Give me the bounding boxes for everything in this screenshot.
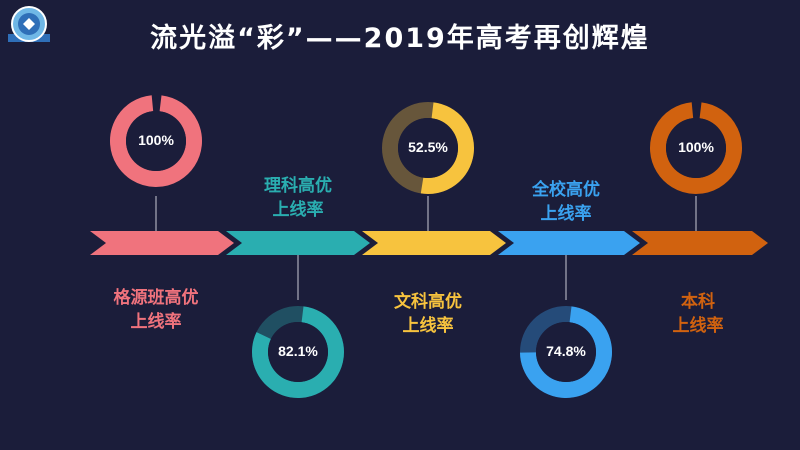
ring-arc: [252, 306, 344, 398]
caption-3-line2: 上线率: [402, 316, 454, 336]
ring-100-orange: [650, 102, 742, 194]
caption-4: 全校高优 上线率: [496, 178, 636, 226]
caption-3: 文科高优 上线率: [358, 290, 498, 338]
ring-100-pink: [110, 95, 202, 187]
caption-4-line1: 全校高优: [532, 180, 600, 200]
caption-5: 本科 上线率: [628, 290, 768, 338]
caption-1-line2: 上线率: [130, 312, 182, 332]
caption-5-line1: 本科: [681, 292, 715, 312]
ring-74-blue: [520, 306, 612, 398]
arrow-segment-2: [226, 231, 370, 255]
school-emblem-icon: [8, 6, 50, 42]
arrow-segment-4: [498, 231, 640, 255]
caption-2-line1: 理科高优: [264, 176, 332, 196]
ring-arc: [520, 306, 612, 398]
caption-4-line2: 上线率: [540, 204, 592, 224]
caption-5-line2: 上线率: [672, 316, 724, 336]
ring-value-4: 74.8%: [546, 343, 586, 359]
ring-arc: [650, 102, 742, 194]
caption-1: 格源班高优 上线率: [86, 286, 226, 334]
ring-value-5: 100%: [678, 139, 714, 155]
ring-52-yellow: [382, 102, 474, 194]
caption-3-line1: 文科高优: [394, 292, 462, 312]
page-title: 流光溢“彩”——2019年高考再创辉煌: [150, 23, 650, 54]
ring-value-1: 100%: [138, 132, 174, 148]
arrow-segment-5: [632, 231, 768, 255]
caption-2: 理科高优 上线率: [228, 174, 368, 222]
arrow-segment-3: [362, 231, 506, 255]
arrow-segment-1: [90, 231, 234, 255]
ring-arc: [420, 102, 474, 194]
ring-value-2: 82.1%: [278, 343, 318, 359]
ring-82-teal: [252, 306, 344, 398]
caption-1-line1: 格源班高优: [113, 288, 199, 308]
ring-value-3: 52.5%: [408, 139, 448, 155]
ring-arc: [110, 95, 202, 187]
caption-2-line2: 上线率: [272, 200, 324, 220]
